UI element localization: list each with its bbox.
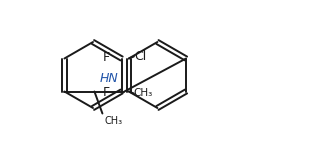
Text: CH₃: CH₃: [104, 117, 122, 127]
Text: F: F: [102, 86, 110, 99]
Text: F: F: [102, 51, 110, 64]
Text: Cl: Cl: [134, 50, 146, 63]
Text: HN: HN: [100, 72, 119, 85]
Text: CH₃: CH₃: [134, 88, 153, 98]
